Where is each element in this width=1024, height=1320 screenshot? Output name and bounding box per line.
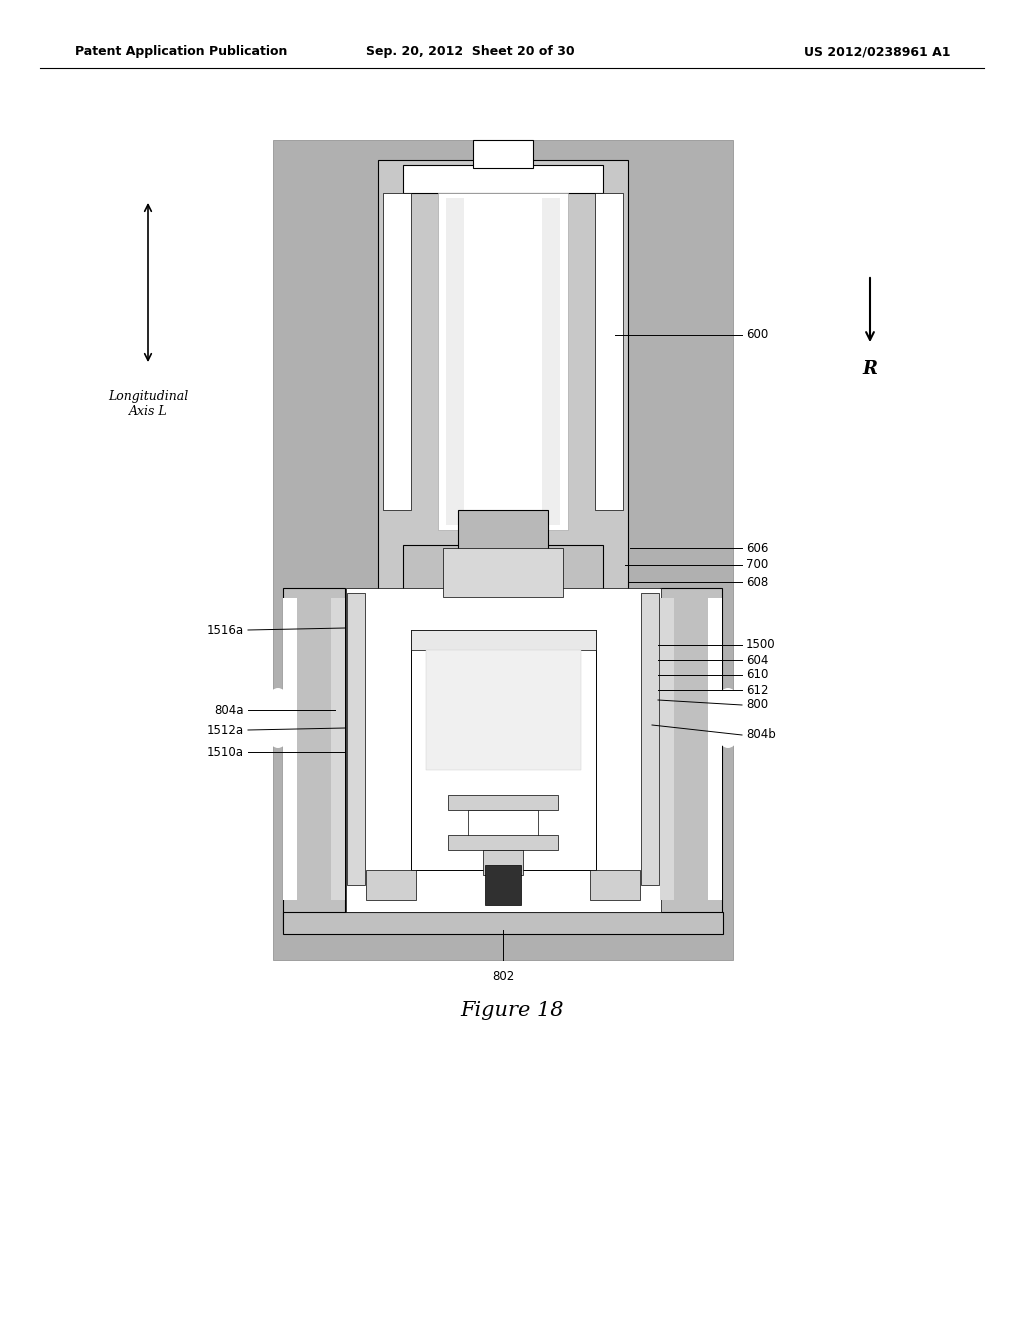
Text: Figure 18: Figure 18 <box>460 1001 564 1019</box>
Text: 1512a: 1512a <box>207 723 244 737</box>
Bar <box>273 140 733 960</box>
Bar <box>458 510 548 560</box>
Bar <box>383 193 411 510</box>
Bar <box>411 630 596 870</box>
Text: US 2012/0238961 A1: US 2012/0238961 A1 <box>804 45 950 58</box>
Bar <box>483 850 523 875</box>
Bar <box>403 545 603 601</box>
Bar <box>468 810 538 840</box>
Text: R: R <box>862 360 878 378</box>
Bar <box>449 795 558 810</box>
Text: 600: 600 <box>746 329 768 342</box>
Text: 804a: 804a <box>214 704 244 717</box>
Text: 1510a: 1510a <box>207 746 244 759</box>
Bar <box>660 587 722 931</box>
Bar <box>485 865 521 906</box>
Bar <box>331 598 345 900</box>
Text: 608: 608 <box>746 576 768 589</box>
Text: 800: 800 <box>746 698 768 711</box>
Bar <box>590 870 640 900</box>
Bar <box>426 649 581 770</box>
Bar <box>449 836 558 850</box>
Text: 802: 802 <box>492 970 514 983</box>
Bar <box>446 198 464 525</box>
Text: 604: 604 <box>746 653 768 667</box>
Bar <box>283 912 723 935</box>
Bar <box>595 193 623 510</box>
Bar <box>283 598 297 900</box>
Text: Sep. 20, 2012  Sheet 20 of 30: Sep. 20, 2012 Sheet 20 of 30 <box>366 45 574 58</box>
Bar <box>411 630 596 649</box>
Text: 1516a: 1516a <box>207 623 244 636</box>
Bar <box>403 165 603 193</box>
Text: 610: 610 <box>746 668 768 681</box>
Text: 1500: 1500 <box>746 639 775 652</box>
Bar <box>641 593 659 884</box>
Text: Longitudinal
Axis L: Longitudinal Axis L <box>108 389 188 418</box>
Bar <box>283 587 345 931</box>
Bar <box>346 587 662 912</box>
Bar <box>542 198 560 525</box>
Text: 804b: 804b <box>746 729 776 742</box>
Bar <box>378 160 628 590</box>
Ellipse shape <box>713 688 743 748</box>
Text: Patent Application Publication: Patent Application Publication <box>75 45 288 58</box>
Bar <box>366 870 416 900</box>
Bar <box>660 598 674 900</box>
Text: 612: 612 <box>746 684 768 697</box>
Bar <box>438 193 568 531</box>
Bar <box>473 140 534 168</box>
Text: 700: 700 <box>746 558 768 572</box>
Bar <box>347 593 365 884</box>
Bar <box>443 548 563 597</box>
Bar <box>708 598 722 900</box>
Text: 606: 606 <box>746 541 768 554</box>
Ellipse shape <box>263 688 293 748</box>
